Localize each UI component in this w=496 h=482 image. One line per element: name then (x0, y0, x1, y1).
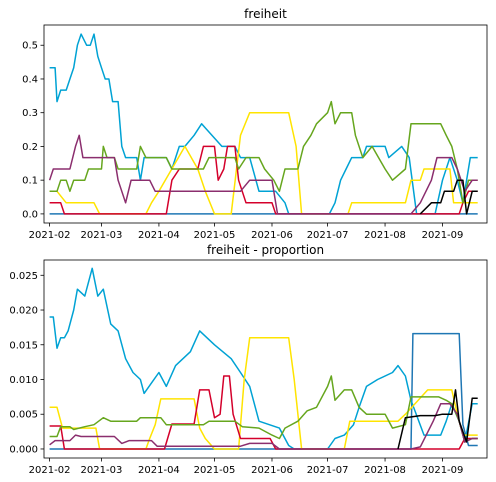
chart-bottom-frame (43, 259, 488, 459)
chart-bottom-y-tick-label-1: 0.005 (9, 410, 38, 421)
chart-top-y-tick-label-2: 0.2 (22, 142, 38, 153)
chart-bottom-series-line-6 (397, 389, 478, 450)
chart-top-series-line-4 (49, 100, 478, 204)
chart-bottom-y-tick-label-2: 0.010 (9, 375, 38, 386)
chart-top-title: freiheit (244, 7, 287, 21)
chart-bottom-x-tick-label-3: 2021-05 (194, 465, 236, 476)
chart-bottom-series-line-2 (49, 337, 478, 450)
chart-top-x-tick-label-2: 2021-04 (138, 230, 180, 241)
chart-top-series-line-2 (49, 111, 478, 215)
chart-top-x-tick-label-6: 2021-08 (364, 230, 406, 241)
chart-top-series (48, 33, 478, 215)
chart-top-series-line-6 (419, 179, 478, 215)
chart-top-y-tick-label-3: 0.3 (22, 108, 38, 119)
chart-bottom-series-line-1 (49, 267, 478, 450)
chart-bottom-series-line-5 (49, 403, 478, 450)
chart-bottom-y-tick-label-5: 0.025 (9, 271, 38, 282)
chart-top-series-line-5 (48, 134, 478, 215)
chart-bottom-series (49, 267, 478, 450)
chart-bottom-x-tick-label-1: 2021-03 (81, 465, 123, 476)
chart-bottom-x-tick-label-5: 2021-07 (307, 465, 349, 476)
chart-bottom-x-tick-label-7: 2021-09 (422, 465, 464, 476)
chart-bottom-x-tick-label-6: 2021-08 (364, 465, 406, 476)
chart-bottom-y-tick-label-0: 0.000 (9, 444, 38, 455)
chart-top-ticks: 2021-02 2021-03 2021-04 2021-05 2021-06 2021-… (22, 41, 463, 241)
chart-top-x-tick-label-4: 2021-06 (251, 230, 293, 241)
chart-top-x-tick-label-7: 2021-09 (422, 230, 464, 241)
chart-bottom-x-tick-label-2: 2021-04 (138, 465, 180, 476)
chart-bottom-title: freiheit - proportion (207, 243, 324, 257)
chart-top-y-tick-label-0: 0.0 (22, 209, 38, 220)
chart-top-x-tick-label-1: 2021-03 (81, 230, 123, 241)
chart-top-y-tick-label-5: 0.5 (22, 41, 38, 52)
chart-bottom-y-tick-label-4: 0.020 (9, 306, 38, 317)
chart-bottom: freiheit - proportion 2021-02 2021-03 2021… (9, 243, 488, 476)
chart-top-x-tick-label-0: 2021-02 (29, 230, 71, 241)
chart-top-x-tick-label-3: 2021-05 (194, 230, 236, 241)
chart-bottom-series-line-0 (49, 332, 478, 450)
chart-bottom-x-tick-label-0: 2021-02 (29, 465, 71, 476)
chart-bottom-ticks: 2021-02 2021-03 2021-04 2021-05 2021-06 2021-… (9, 271, 463, 476)
chart-bottom-y-tick-label-3: 0.015 (9, 340, 38, 351)
chart-top: freiheit 2021-02 2021-03 2021-04 2021-05 202… (22, 7, 488, 241)
chart-top-x-tick-label-5: 2021-07 (307, 230, 349, 241)
chart-bottom-series-line-4 (49, 375, 478, 443)
chart-top-y-tick-label-1: 0.1 (22, 176, 38, 187)
chart-bottom-series-line-3 (49, 375, 478, 450)
chart-top-frame (43, 24, 488, 224)
chart-top-series-line-1 (49, 33, 478, 215)
chart-bottom-x-tick-label-4: 2021-06 (251, 465, 293, 476)
chart-top-y-tick-label-4: 0.4 (22, 74, 38, 85)
